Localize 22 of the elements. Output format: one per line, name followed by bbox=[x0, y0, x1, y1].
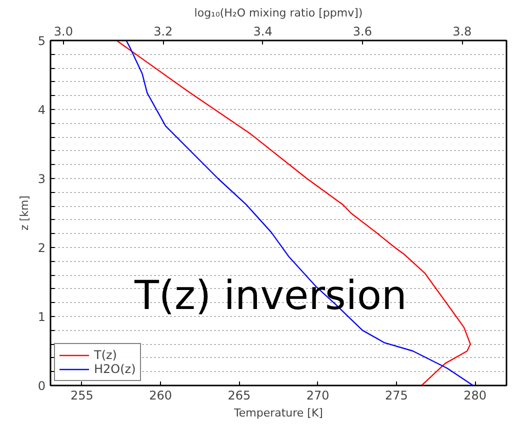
x-tick-label: 270 bbox=[306, 388, 330, 402]
y-tick-label: 2 bbox=[38, 241, 46, 255]
y-tick-label: 4 bbox=[38, 103, 46, 117]
legend-label: H2O(z) bbox=[94, 362, 136, 376]
legend-label: T(z) bbox=[94, 348, 117, 362]
x2-tick-label: 3.4 bbox=[253, 24, 272, 38]
x2-tick-label: 3.0 bbox=[54, 24, 74, 38]
y-tick-label: 3 bbox=[38, 172, 46, 186]
x-tick-label: 275 bbox=[384, 388, 408, 402]
x-tick-label: 260 bbox=[149, 388, 172, 402]
y-tick-label: 5 bbox=[38, 34, 46, 48]
y-tick-label: 0 bbox=[38, 379, 46, 393]
x-tick-label: 280 bbox=[464, 388, 487, 402]
x2-tick-label: 3.8 bbox=[452, 24, 472, 38]
x2-axis-title: log₁₀(H₂O mixing ratio [ppmv]) bbox=[194, 6, 363, 20]
y-axis-title: z [km] bbox=[18, 196, 31, 230]
x-axis-title: Temperature [K] bbox=[233, 406, 323, 420]
y-tick-label: 1 bbox=[38, 310, 46, 324]
x-tick-label: 255 bbox=[70, 388, 94, 402]
x2-tick-label: 3.2 bbox=[154, 24, 173, 38]
x2-tick-label: 3.6 bbox=[352, 24, 372, 38]
x-tick-label: 265 bbox=[228, 388, 251, 402]
